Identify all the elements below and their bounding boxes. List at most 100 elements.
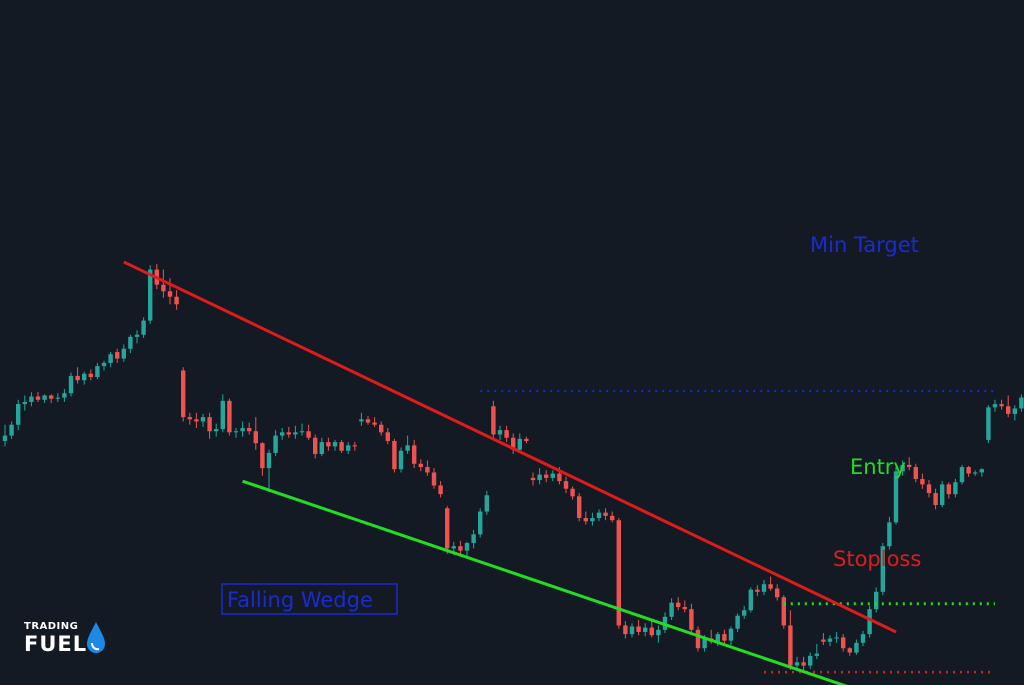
candle [649,620,654,638]
candle [240,421,245,437]
candle [926,480,932,498]
candle-body [148,269,153,321]
candle-body [583,518,588,522]
candle [867,605,872,638]
candle-body [860,634,866,643]
candle-body [484,495,489,512]
candle [788,610,793,670]
candle-body [715,634,720,642]
candle-body [735,615,740,629]
candle-body [590,518,595,522]
candle [319,437,324,457]
candle-body [471,534,476,543]
candle-body [775,588,780,598]
candle [907,457,912,471]
candle-body [781,597,786,626]
candle [464,541,470,557]
candle [755,585,760,597]
candle-body [412,445,417,464]
candle-body [801,662,806,666]
candle [227,398,232,436]
candle [577,493,582,522]
candle-body [1012,408,1017,414]
candle-body [841,637,846,649]
candle-body [365,419,371,423]
candle [992,399,998,412]
candle-body [266,452,272,469]
candle-body [339,442,344,451]
candle-body [418,463,423,468]
candle-body [141,320,146,335]
candle-body [517,438,522,450]
candle [293,425,298,439]
candle [920,473,925,489]
candle [108,352,113,368]
candle-body [55,397,60,399]
candle-body [788,625,793,666]
candle-body [220,400,225,430]
fuel-drop-icon [87,621,106,653]
candle-body [636,626,641,632]
candle-body [181,370,186,418]
candle [88,369,93,381]
candle-body [372,422,377,425]
candle [286,426,291,438]
candle-body [689,609,694,630]
candle [55,393,60,402]
lines-layer [123,260,995,685]
candle [82,371,87,385]
candle-body [280,432,285,436]
candle-body [808,655,813,666]
candle-body [999,404,1004,407]
candle [603,508,608,521]
candle [781,595,786,629]
candle [959,464,965,485]
candle-body [933,493,938,506]
candle [834,631,839,643]
candle [583,511,588,525]
candles-layer [2,264,1024,673]
entry-label: Entry [850,455,906,479]
candle [860,630,866,647]
candle [874,587,879,613]
candle [121,344,126,362]
candle-body [669,602,674,617]
candle [220,394,225,433]
candle [550,470,555,482]
candle-body [240,427,245,432]
candle [761,579,767,596]
candle-body [913,467,918,479]
candle [299,423,305,436]
candle-body [596,512,602,519]
candle-body [35,396,41,400]
logo-text: TRADING FUEL [24,622,87,655]
candle-body [431,472,437,486]
candle-body [748,589,753,611]
min-target-label: Min Target [810,233,919,257]
candle-body [847,648,852,653]
candle-body [161,284,166,292]
candle [893,467,899,525]
candle [425,460,430,476]
candle-body [959,467,965,483]
candle [68,372,74,397]
support-trendline [242,479,848,685]
candle [986,405,991,444]
candle [689,603,694,634]
candle [306,424,311,440]
candle [247,422,252,435]
candle-body [319,442,324,455]
candle [940,481,945,508]
candle [768,576,773,591]
candle-body [761,584,767,592]
candle [418,459,423,472]
candle-body [108,354,113,363]
candle-body [946,484,951,495]
candle-body [253,431,258,444]
candle-body [491,406,496,435]
candle-body [346,445,351,451]
candle-body [379,424,384,433]
candle-body [405,445,410,451]
candle [339,439,344,453]
candle [537,468,542,485]
